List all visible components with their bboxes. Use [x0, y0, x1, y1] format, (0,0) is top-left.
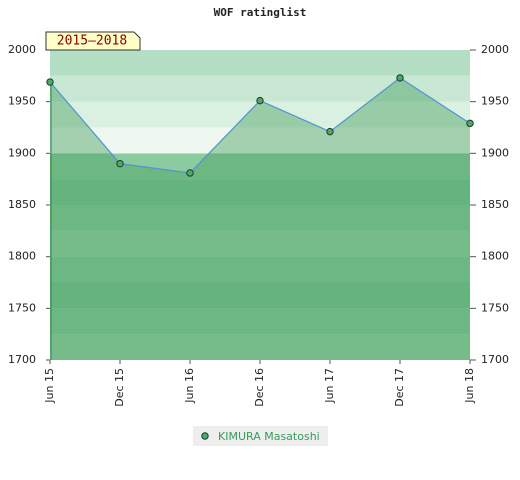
annotation: 2015–2018 [45, 31, 141, 51]
grid-band [50, 127, 470, 154]
marker [116, 159, 124, 168]
y2-tick-label: 1700 [481, 353, 509, 366]
x-tick-label: Jun 15 [43, 368, 56, 404]
legend-marker [201, 432, 209, 440]
x-tick-label: Jun 18 [463, 368, 476, 404]
annotation-text: 2015–2018 [57, 34, 127, 49]
x-tick-label: Jun 17 [323, 368, 336, 404]
grid-band [50, 205, 470, 231]
grid-band [50, 256, 470, 283]
y-tick-label: 1850 [8, 198, 36, 211]
chart-title: WOF ratinglist [214, 6, 307, 19]
marker [256, 96, 264, 105]
y2-tick-label: 2000 [481, 43, 509, 56]
y-tick-label: 1700 [8, 353, 36, 366]
grid-band [50, 50, 470, 76]
annotation-box [45, 31, 141, 51]
grid-band [50, 230, 470, 257]
area [50, 77, 470, 361]
legend-box [193, 426, 328, 446]
marker [326, 127, 334, 136]
y-tick-label: 1750 [8, 301, 36, 314]
y-tick-label: 1900 [8, 146, 36, 159]
x-tick-label: Dec 15 [113, 368, 126, 407]
y2-tick-label: 1800 [481, 250, 509, 263]
x-tick-label: Dec 16 [253, 368, 266, 407]
y-tick-label: 1800 [8, 250, 36, 263]
grid-band [50, 308, 470, 335]
legend-label: KIMURA Masatoshi [218, 430, 320, 443]
y2-tick-label: 1750 [481, 301, 509, 314]
marker [46, 78, 54, 86]
grid-band [50, 334, 470, 360]
marker [186, 169, 194, 177]
marker [396, 74, 404, 82]
grid-band [50, 179, 470, 205]
grid-band [50, 101, 470, 128]
y-tick-label: 2000 [8, 43, 36, 56]
grid-band [50, 282, 470, 309]
marker [466, 119, 474, 128]
y-tick-label: 1950 [8, 95, 36, 108]
y2-tick-label: 1950 [481, 95, 509, 108]
x-tick-label: Dec 17 [393, 368, 406, 407]
y2-tick-label: 1850 [481, 198, 509, 211]
x-tick-label: Jun 16 [183, 368, 196, 404]
y2-tick-label: 1900 [481, 146, 509, 159]
